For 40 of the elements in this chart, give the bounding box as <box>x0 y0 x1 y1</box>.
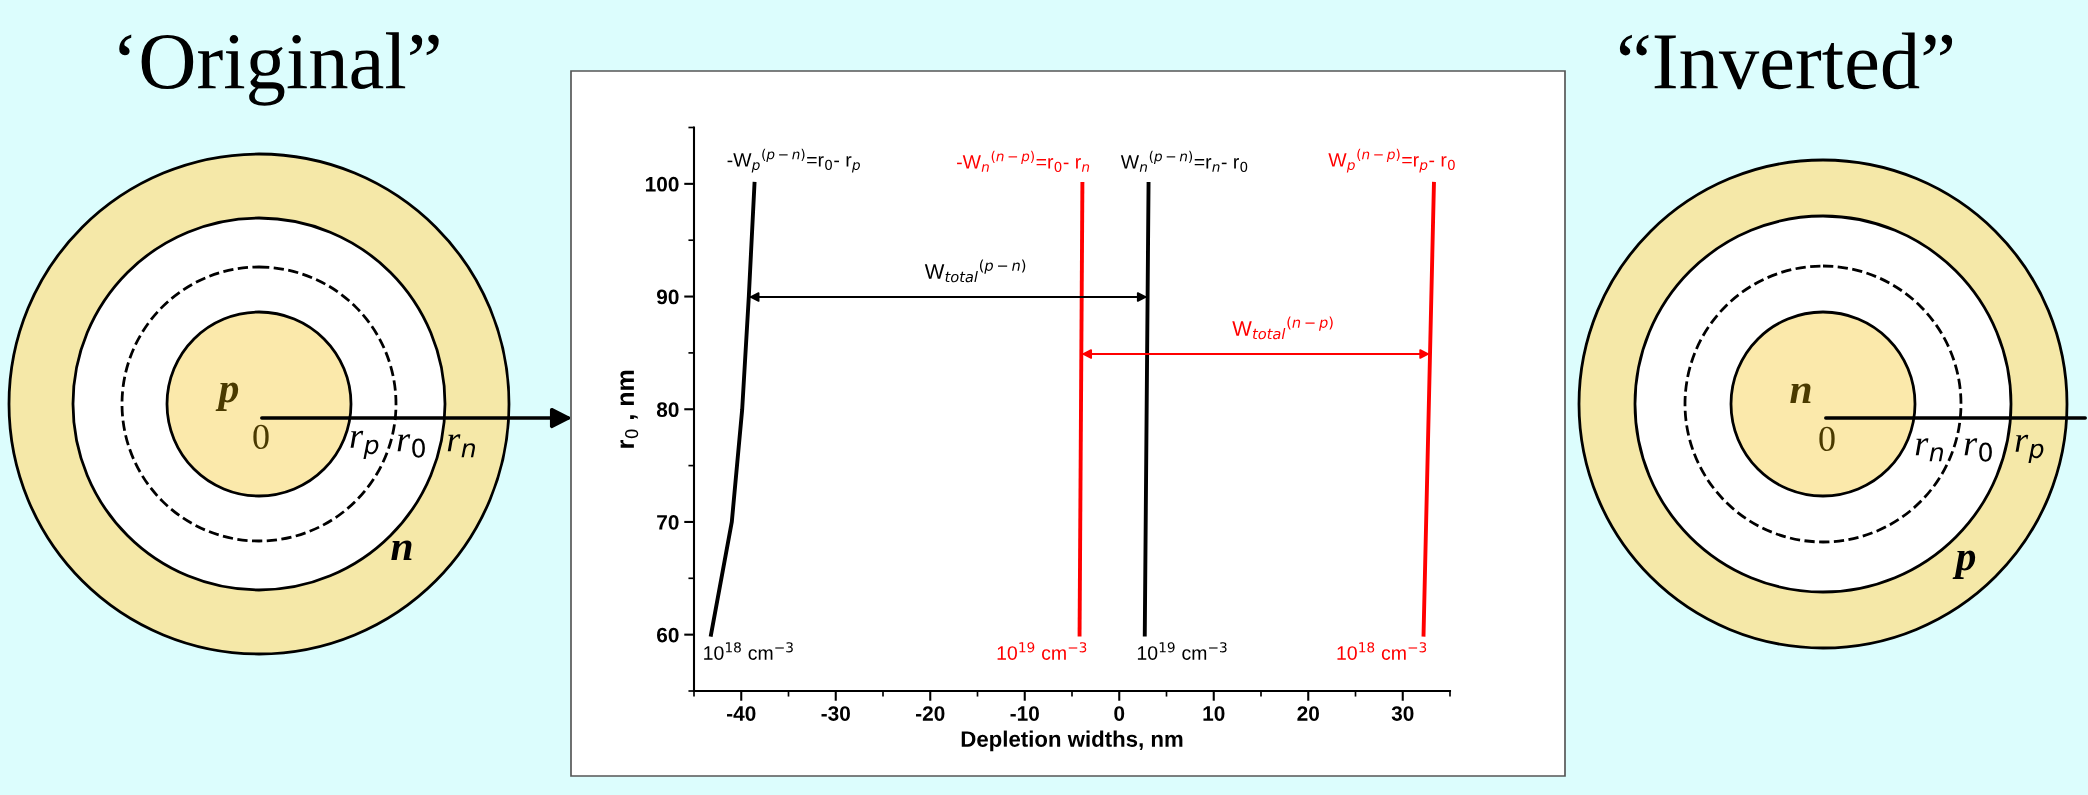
annotation: 10$^{18}$ cm$^{−3}$ <box>704 642 793 660</box>
annotation: 10$^{19}$ cm$^{−3}$ <box>997 642 1087 660</box>
x-tick-label: -20 <box>916 706 945 721</box>
text: “Inverted” <box>1619 32 1953 90</box>
x-tick-label: 20 <box>1297 706 1319 721</box>
text: r$_{n}$ <box>1915 438 1943 462</box>
x-tick-label: -40 <box>727 706 756 721</box>
x-tick-label: -30 <box>821 706 850 721</box>
annotation: -W$_{p}$$^{(p−n)}$=r$_{0}$- r$_{p}$ <box>727 148 860 173</box>
text: r$_{n}$ <box>447 434 475 458</box>
text: n <box>391 540 412 561</box>
x-tick-label: 10 <box>1203 706 1225 721</box>
y-axis-title: r$_{0}$ , nm <box>620 370 639 448</box>
y-tick-label: 70 <box>657 514 679 530</box>
x-tick-label: 30 <box>1391 706 1414 721</box>
annotation: W$_{total}$$^{(n−p)}$ <box>1232 316 1333 340</box>
text: ‘Original” <box>119 32 439 106</box>
text: p <box>215 382 239 411</box>
text: 0 <box>253 424 269 450</box>
y-tick-label: 100 <box>645 176 679 192</box>
text: 0 <box>412 438 425 458</box>
annotation: W$_{p}$$^{(n−p)}$=r$_{p}$- r$_{0}$ <box>1328 148 1455 173</box>
text: n <box>1790 383 1811 404</box>
annotation: W$_{n}$$^{(p−n)}$=r$_{n}$- r$_{0}$ <box>1120 150 1248 172</box>
annotation: -W$_{n}$$^{(n−p)}$=r$_{0}$- r$_{n}$ <box>957 150 1090 172</box>
annotation: W$_{total}$$^{(p−n)}$ <box>924 259 1026 283</box>
y-tick-label: 80 <box>656 402 679 417</box>
y-tick-label: 60 <box>657 627 679 643</box>
annotation: 10$^{18}$ cm$^{−3}$ <box>1337 642 1427 660</box>
x-tick-label: -10 <box>1010 706 1039 721</box>
text: r$_{p}$ <box>2015 434 2044 464</box>
text: r <box>397 434 411 452</box>
annotation: 10$^{19}$ cm$^{−3}$ <box>1137 642 1227 660</box>
x-tick-label: 0 <box>1114 706 1125 721</box>
text: r$_{0}$ <box>1964 438 1992 462</box>
y-tick-label: 90 <box>656 289 679 305</box>
text: r$_{p}$ <box>350 430 379 460</box>
text: 0 <box>1819 426 1835 452</box>
text: p <box>1952 550 1976 579</box>
x-axis-title: Depletion widths, nm <box>961 730 1183 752</box>
